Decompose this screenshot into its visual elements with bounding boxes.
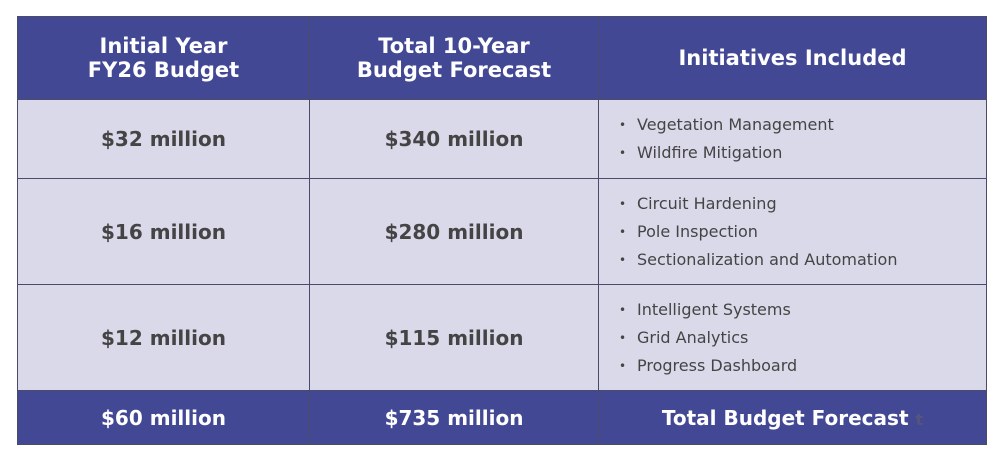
header-line: Initial Year [99,34,228,58]
header-initiatives: Initiatives Included [598,16,987,100]
header-line: Total 10-Year [378,34,530,58]
header-line: Initiatives Included [678,46,907,70]
total-label-cell: Total Budget Forecast t [598,390,987,445]
initial-budget-cell: $12 million [17,284,310,391]
table-row: $12 million $115 million Intelligent Sys… [17,284,987,391]
initiative-item: Circuit Hardening [619,190,986,218]
initiatives-cell: Vegetation Management Wildfire Mitigatio… [598,99,987,179]
total-initial-cell: $60 million [17,390,310,445]
initiative-item: Vegetation Management [619,111,986,139]
footnote-mark: t [915,409,924,429]
initiative-item: Intelligent Systems [619,296,986,324]
total-label: Total Budget Forecast [661,405,909,430]
table-row: $16 million $280 million Circuit Hardeni… [17,178,987,285]
table-row: $32 million $340 million Vegetation Mana… [17,99,987,179]
initial-budget-cell: $32 million [17,99,310,179]
initiatives-cell: Intelligent Systems Grid Analytics Progr… [598,284,987,391]
total-forecast-cell: $340 million [309,99,599,179]
initial-budget-cell: $16 million [17,178,310,285]
header-row: Initial Year FY26 Budget Total 10-Year Bud… [17,16,987,100]
total-forecast-cell: $280 million [309,178,599,285]
initiatives-cell: Circuit Hardening Pole Inspection Sectio… [598,178,987,285]
header-initial-year: Initial Year FY26 Budget [17,16,310,100]
header-line: Budget Forecast [356,58,552,82]
initiative-item: Wildfire Mitigation [619,139,986,167]
initiative-item: Sectionalization and Automation [619,246,986,274]
total-forecast-cell: $735 million [309,390,599,445]
initiative-item: Progress Dashboard [619,352,986,380]
total-forecast-cell: $115 million [309,284,599,391]
initiative-item: Pole Inspection [619,218,986,246]
budget-table: Initial Year FY26 Budget Total 10-Year Bud… [17,16,987,445]
header-total-forecast: Total 10-Year Budget Forecast [309,16,599,100]
header-line: FY26 Budget [87,58,240,82]
initiative-item: Grid Analytics [619,324,986,352]
total-row: $60 million $735 million Total Budget Fo… [17,390,987,445]
